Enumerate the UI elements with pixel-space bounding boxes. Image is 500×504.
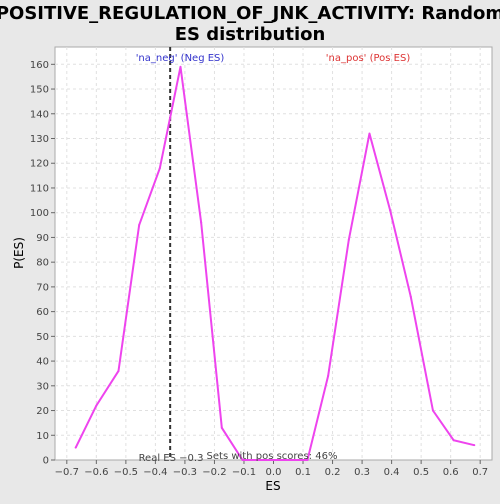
data-point <box>95 404 98 407</box>
y-tick-label: 160 <box>30 60 49 71</box>
data-point <box>368 132 371 135</box>
y-tick-label: 0 <box>43 456 49 467</box>
y-tick-label: 30 <box>36 381 49 392</box>
data-point <box>117 369 120 372</box>
x-tick-label: −0.5 <box>114 467 138 478</box>
x-tick-label: −0.4 <box>143 467 167 478</box>
y-tick-label: 40 <box>36 357 49 368</box>
data-point <box>452 439 455 442</box>
y-tick-label: 140 <box>30 109 49 120</box>
chart-title-line1: POSITIVE_REGULATION_OF_JNK_ACTIVITY: Ran… <box>0 3 500 24</box>
x-axis-label: ES <box>265 479 280 493</box>
y-tick-label: 10 <box>36 431 49 442</box>
y-tick-label: 80 <box>36 258 49 269</box>
x-tick-label: 0.7 <box>472 467 488 478</box>
x-tick-label: −0.3 <box>173 467 197 478</box>
data-point <box>306 459 309 461</box>
y-tick-label: 120 <box>30 159 49 170</box>
x-tick-label: 0.1 <box>295 467 311 478</box>
data-point <box>473 444 476 447</box>
x-tick-label: 0.6 <box>443 467 459 478</box>
axis-ticks: 0 10 20 30 40 50 60 70 80 90 100 110 120 130 140 150 160… <box>30 60 488 478</box>
y-tick-label: 130 <box>30 134 49 145</box>
data-point <box>262 459 265 461</box>
neg-es-label: 'na_neg' (Neg ES) <box>136 53 225 64</box>
data-point <box>282 459 285 461</box>
x-tick-label: 0.4 <box>384 467 400 478</box>
x-tick-label: −0.7 <box>55 467 79 478</box>
data-point <box>220 426 223 429</box>
x-tick-label: 0.3 <box>354 467 370 478</box>
y-tick-label: 60 <box>36 307 49 318</box>
series-line <box>74 66 475 461</box>
data-point <box>347 238 350 241</box>
data-point <box>74 446 77 449</box>
data-point <box>200 221 203 224</box>
data-point <box>327 374 330 377</box>
y-tick-label: 150 <box>30 85 49 96</box>
data-point <box>431 409 434 412</box>
y-tick-label: 110 <box>30 183 49 194</box>
y-tick-label: 70 <box>36 282 49 293</box>
y-tick-label: 100 <box>30 208 49 219</box>
data-point <box>409 295 412 298</box>
series-points <box>74 65 476 461</box>
x-tick-label: −0.2 <box>202 467 226 478</box>
x-tick-label: 0.0 <box>266 467 282 478</box>
x-tick-label: 0.5 <box>413 467 429 478</box>
y-tick-label: 20 <box>36 406 49 417</box>
data-point <box>138 224 141 227</box>
data-point <box>179 65 182 68</box>
real-es-label: Real ES −0.3 <box>139 453 204 464</box>
grid <box>55 47 492 460</box>
y-axis-label: P(ES) <box>12 237 26 269</box>
x-tick-label: −0.1 <box>232 467 256 478</box>
x-tick-label: 0.2 <box>325 467 341 478</box>
data-point <box>389 209 392 212</box>
sets-pos-label: Sets with pos scores: 46% <box>207 451 338 462</box>
data-point <box>158 167 161 170</box>
x-tick-label: −0.6 <box>84 467 108 478</box>
data-point <box>241 459 244 461</box>
y-tick-label: 50 <box>36 332 49 343</box>
pos-es-label: 'na_pos' (Pos ES) <box>326 53 411 64</box>
chart-title-line2: ES distribution <box>175 24 326 45</box>
y-tick-label: 90 <box>36 233 49 244</box>
